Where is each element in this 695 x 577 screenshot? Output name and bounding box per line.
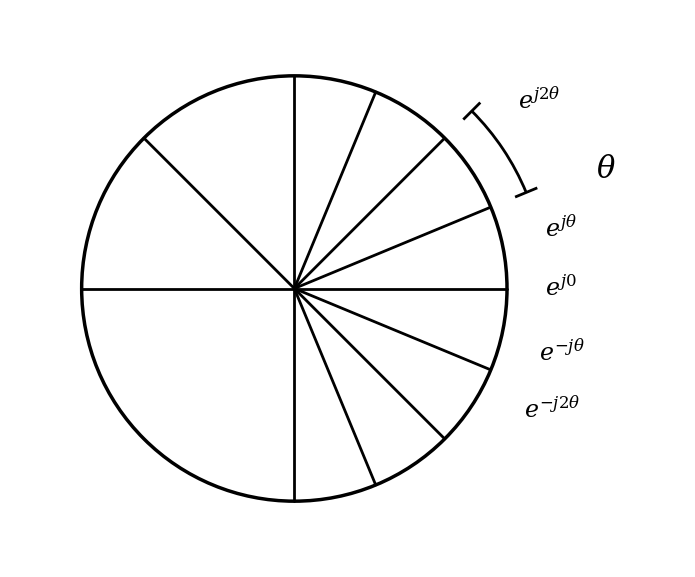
Text: $e^{-j\theta}$: $e^{-j\theta}$: [539, 339, 584, 365]
Text: $e^{j0}$: $e^{j0}$: [546, 276, 577, 301]
Text: $e^{j\theta}$: $e^{j\theta}$: [546, 216, 577, 242]
Text: $e^{-j2\theta}$: $e^{-j2\theta}$: [524, 396, 580, 423]
Text: $e^{j2\theta}$: $e^{j2\theta}$: [518, 88, 560, 114]
Text: $\theta$: $\theta$: [596, 155, 616, 184]
